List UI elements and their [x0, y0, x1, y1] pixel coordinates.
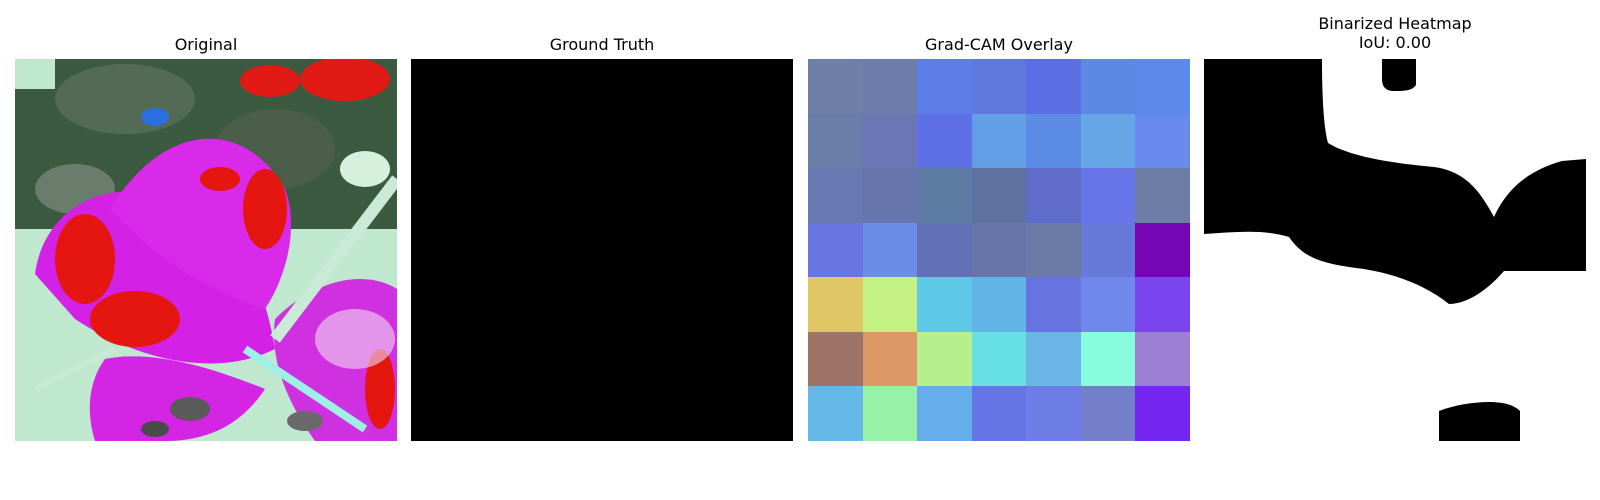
original-image-svg — [15, 59, 397, 441]
gradcam-cell — [917, 168, 972, 223]
mask-region-top — [1382, 59, 1416, 91]
panel-ground-truth: Ground Truth — [411, 0, 793, 500]
gradcam-cell — [1135, 277, 1190, 332]
gradcam-cell — [1080, 113, 1136, 169]
gradcam-cell — [862, 331, 918, 387]
binarized-mask — [1204, 59, 1586, 441]
gradcam-cell — [808, 331, 863, 387]
mask-region-main — [1204, 59, 1586, 304]
panel-title-binarized: Binarized Heatmap IoU: 0.00 — [1318, 14, 1472, 52]
gradcam-cell — [971, 168, 1027, 223]
gradcam-cell — [1080, 277, 1136, 332]
gradcam-cell — [971, 113, 1027, 169]
gradcam-cell — [917, 331, 972, 387]
panel-title-original: Original — [174, 35, 238, 54]
gradcam-cell — [971, 331, 1027, 387]
gradcam-cell — [917, 222, 972, 278]
gradcam-cell — [917, 277, 972, 332]
gradcam-cell — [862, 277, 918, 332]
panel-title-gradcam: Grad-CAM Overlay — [925, 35, 1073, 54]
ground-truth-mask — [411, 59, 793, 441]
gradcam-cell — [1135, 331, 1190, 387]
gradcam-cell — [1135, 59, 1190, 114]
panel-gradcam-overlay: Grad-CAM Overlay — [808, 0, 1190, 500]
gradcam-cell — [808, 113, 863, 169]
gradcam-cell — [1135, 386, 1190, 441]
gradcam-cell — [862, 222, 918, 278]
gradcam-cell — [1135, 222, 1190, 278]
gradcam-cell — [1080, 168, 1136, 223]
gradcam-cell — [971, 386, 1027, 441]
gradcam-cell — [917, 59, 972, 114]
panel-title-ground-truth: Ground Truth — [549, 35, 655, 54]
gradcam-cell — [971, 222, 1027, 278]
gradcam-cell — [808, 222, 863, 278]
mask-region-bottom — [1439, 402, 1520, 441]
gradcam-cell — [1080, 59, 1136, 114]
original-image — [15, 59, 397, 441]
gradcam-cell — [1026, 168, 1081, 223]
gradcam-cell — [1026, 59, 1081, 114]
panel-binarized-heatmap: Binarized Heatmap IoU: 0.00 — [1204, 0, 1586, 500]
gradcam-cell — [862, 59, 918, 114]
gradcam-cell — [1026, 386, 1081, 441]
gradcam-cell — [862, 113, 918, 169]
gradcam-cell — [917, 386, 972, 441]
gradcam-cell — [1080, 331, 1136, 387]
gradcam-cell — [808, 386, 863, 441]
gradcam-cell — [862, 168, 918, 223]
gradcam-cell — [1026, 331, 1081, 387]
gradcam-grid — [808, 59, 1190, 441]
gradcam-cell — [917, 113, 972, 169]
gradcam-cell — [1080, 222, 1136, 278]
gradcam-cell — [971, 59, 1027, 114]
panel-original: Original — [15, 0, 397, 500]
gradcam-cell — [808, 168, 863, 223]
gradcam-cell — [971, 277, 1027, 332]
gradcam-cell — [1026, 277, 1081, 332]
gradcam-cell — [1026, 222, 1081, 278]
gradcam-cell — [1026, 113, 1081, 169]
gradcam-cell — [1080, 386, 1136, 441]
gradcam-cell — [862, 386, 918, 441]
gradcam-cell — [808, 277, 863, 332]
gradcam-cell — [1135, 113, 1190, 169]
gradcam-cell — [1135, 168, 1190, 223]
gradcam-cell — [808, 59, 863, 114]
binarized-mask-svg — [1204, 59, 1586, 441]
